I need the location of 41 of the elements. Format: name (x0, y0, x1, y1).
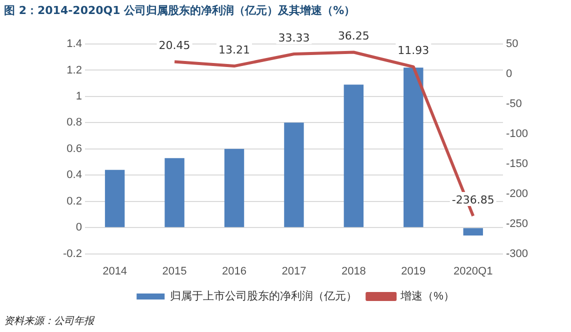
x-tick-label: 2019 (401, 265, 426, 278)
y2-tick-label: -150 (506, 158, 528, 170)
y-tick-label: 1 (76, 90, 82, 102)
bar (463, 228, 483, 236)
x-tick-label: 2016 (222, 265, 246, 278)
y2-tick-label: -200 (506, 188, 528, 200)
y2-tick-label: -100 (506, 128, 528, 140)
x-tick-label: 2014 (102, 265, 128, 278)
chart-title: 图 2：2014-2020Q1 公司归属股东的净利润（亿元）及其增速（%） (4, 3, 356, 18)
y-tick-label: 0.4 (66, 169, 82, 182)
y-tick-label: 0.8 (66, 116, 82, 129)
bar (344, 84, 364, 228)
data-label: 11.93 (398, 44, 430, 58)
x-tick-label: 2020Q1 (454, 265, 493, 278)
y-tick-label: 1.2 (66, 64, 82, 76)
y-tick-label: 0.6 (66, 142, 82, 155)
y2-tick-label: -300 (506, 248, 528, 260)
data-label: 20.45 (158, 39, 190, 52)
data-label: -236.85 (452, 193, 494, 206)
data-label: 33.33 (278, 31, 310, 44)
bar (104, 170, 125, 228)
bar (284, 122, 304, 228)
data-label: 13.21 (218, 43, 250, 56)
legend-label: 归属于上市公司股东的净利润（亿元） (170, 290, 358, 303)
legend-label: 增速（%） (400, 290, 454, 303)
bar (404, 68, 424, 228)
y-tick-label: 1.4 (66, 38, 82, 50)
x-tick-label: 2017 (282, 265, 306, 278)
bar (164, 158, 184, 228)
text: 资料来源：公司年报 (4, 314, 94, 328)
y-tick-label: 0.2 (66, 195, 82, 208)
bar (224, 148, 244, 228)
x-tick-label: 2015 (162, 265, 187, 278)
y-tick-label: -0.2 (62, 248, 82, 260)
x-tick-label: 2018 (341, 265, 366, 278)
y-tick-label: 0 (76, 222, 82, 234)
y2-tick-label: -50 (506, 98, 522, 110)
y2-tick-label: -250 (506, 218, 528, 230)
y2-tick-label: 0 (506, 68, 512, 80)
data-label: 36.25 (338, 30, 370, 43)
y2-tick-label: 50 (506, 38, 518, 50)
